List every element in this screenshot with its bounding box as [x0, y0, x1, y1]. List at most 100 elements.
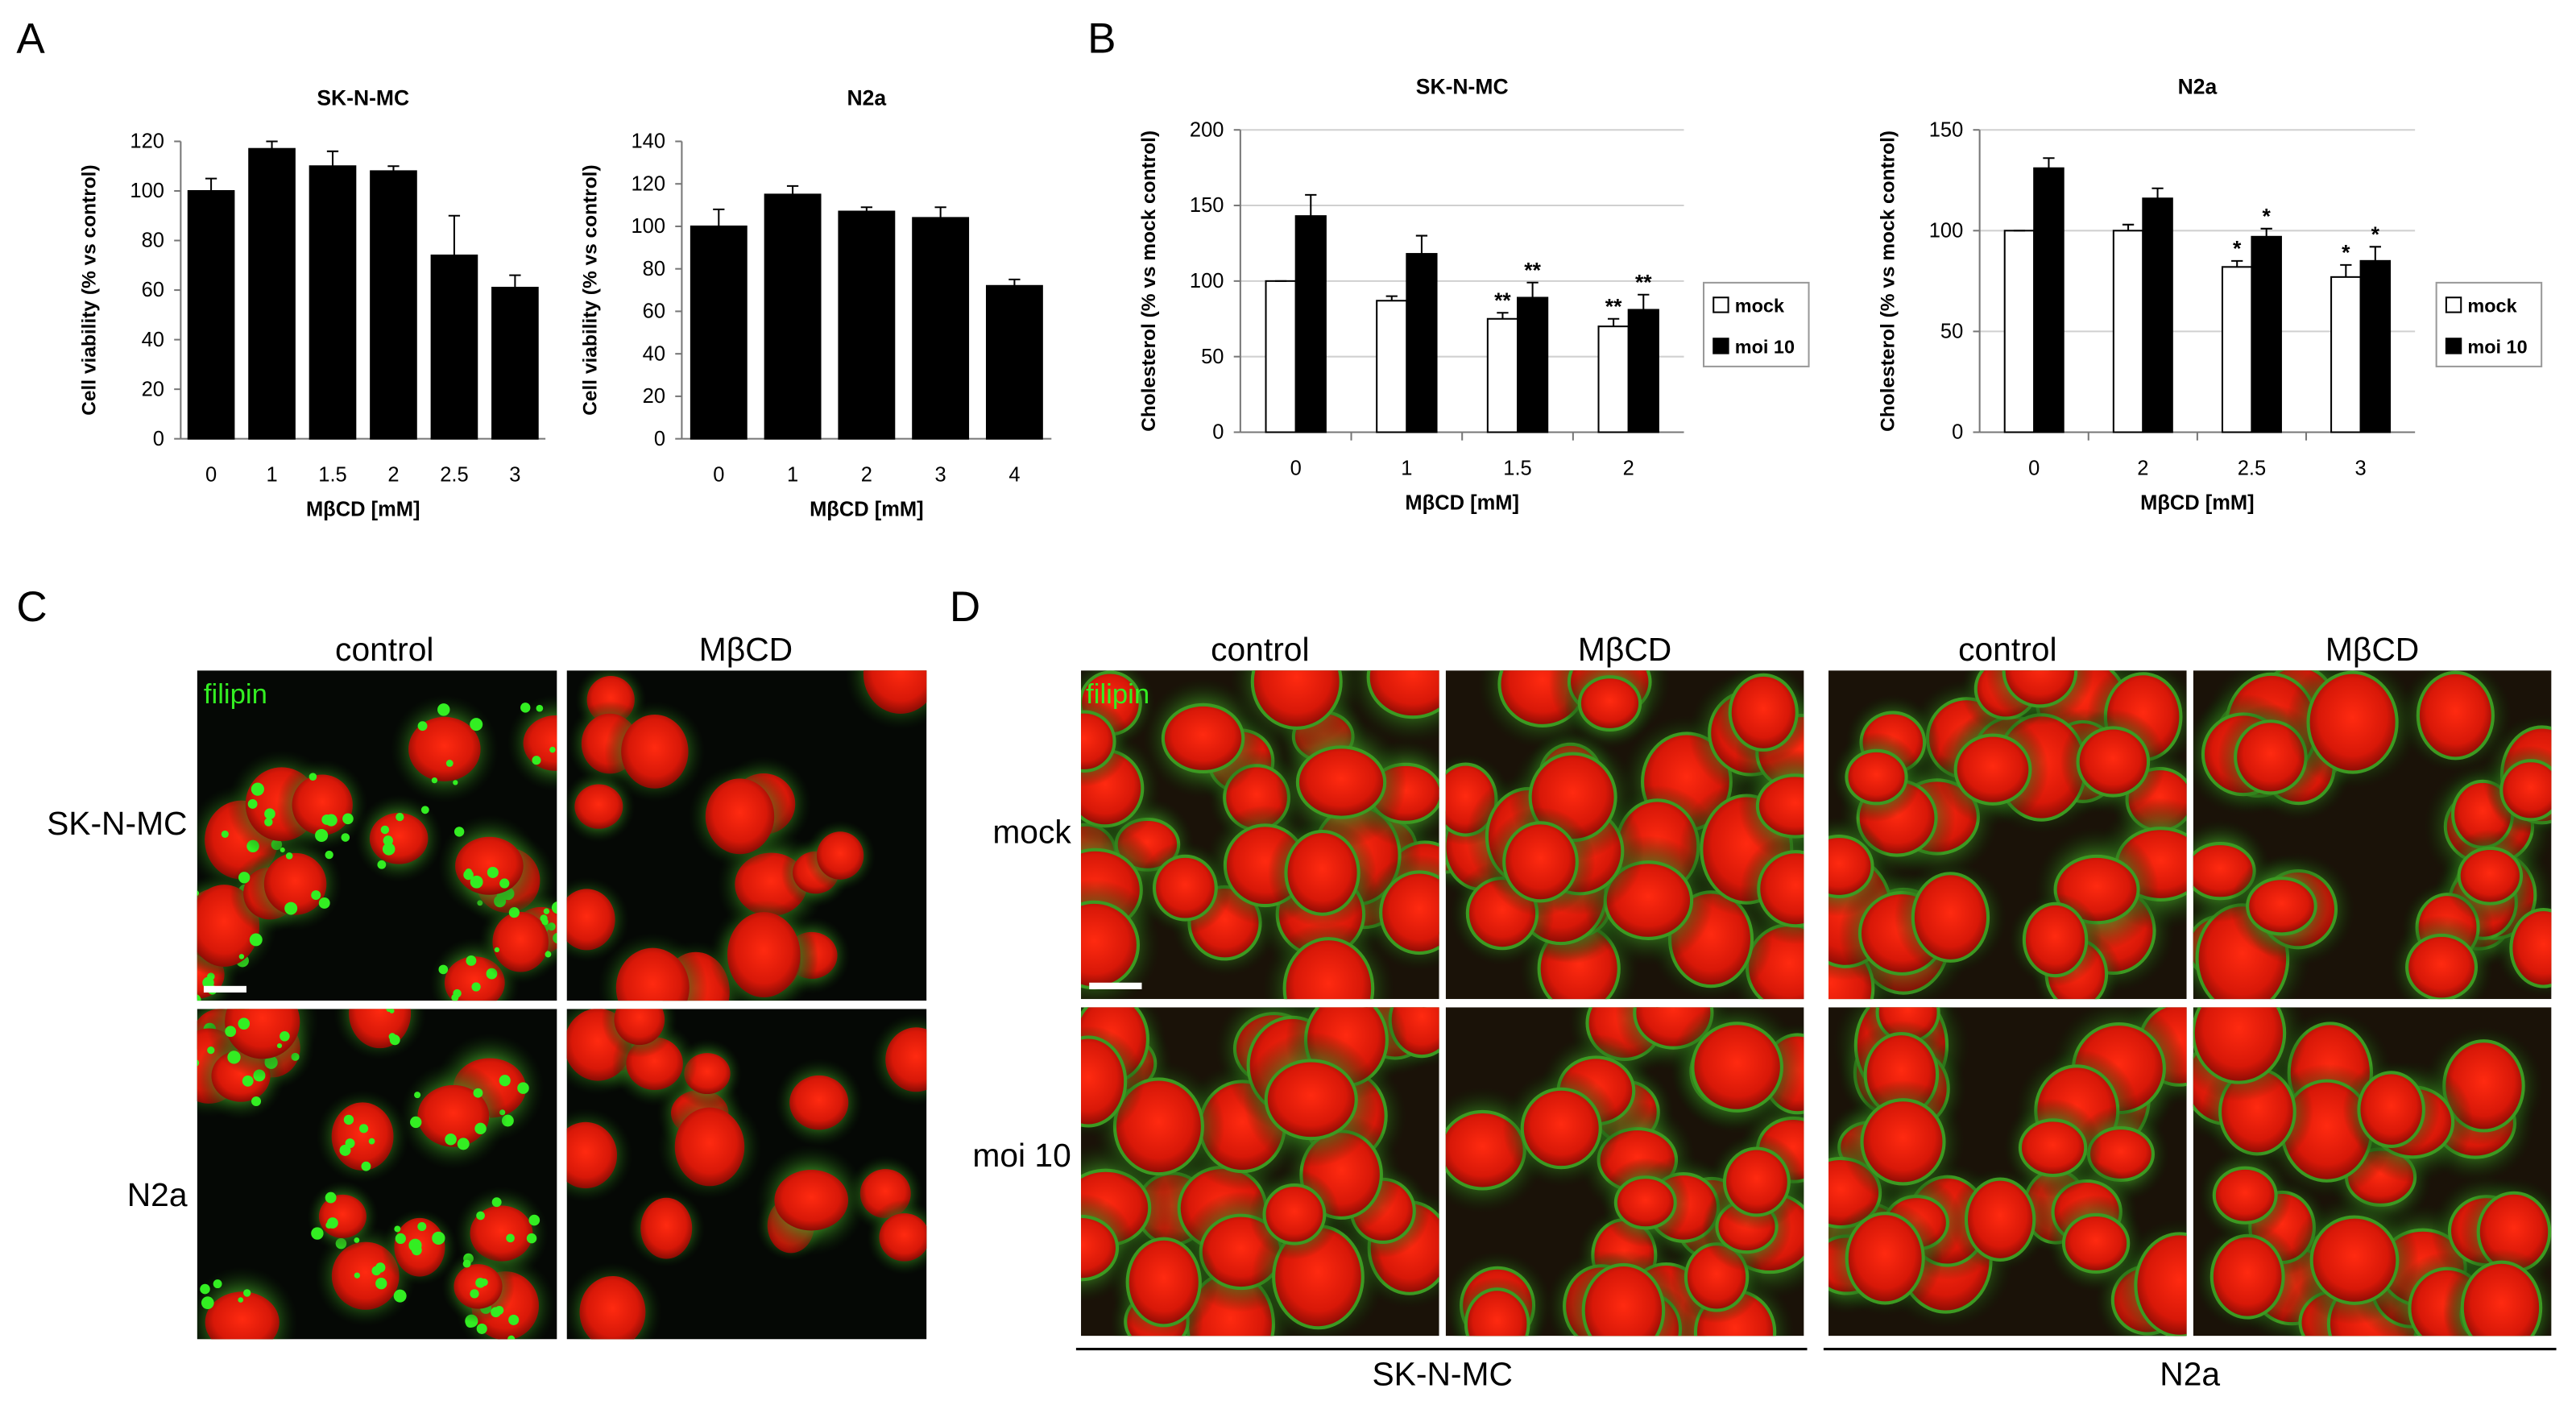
nucleus: [1081, 1035, 1128, 1128]
significance-marker: *: [2263, 205, 2272, 229]
x-tick-label: 3: [2354, 458, 2366, 480]
nucleus: [1081, 710, 1116, 773]
x-tick-label: 2: [2137, 458, 2148, 480]
filipin-spot: [224, 1000, 232, 1008]
filipin-spot: [476, 1211, 485, 1221]
filipin-spot: [354, 1272, 361, 1279]
legend-label: moi 10: [2467, 337, 2527, 358]
bar: [1486, 317, 1519, 433]
micrograph: [2193, 1007, 2552, 1337]
nucleus: [1581, 1262, 1666, 1337]
filipin-spot: [221, 830, 229, 838]
y-tick-label: 200: [1190, 118, 1224, 141]
micrograph-content: [1081, 1007, 1439, 1337]
filipin-spot: [453, 988, 462, 998]
y-tick-label: 0: [1952, 421, 1963, 444]
micrograph-content: [2193, 1007, 2552, 1337]
filipin-spot: [197, 994, 201, 1001]
scale-bar: [1089, 982, 1142, 989]
filipin-spot: [471, 982, 481, 992]
nucleus: [331, 1102, 394, 1171]
filipin-spot: [251, 1096, 262, 1107]
filipin-spot: [417, 1221, 427, 1231]
chart-title: SK-N-MC: [317, 86, 409, 110]
filipin-spot: [276, 1042, 283, 1049]
x-tick-label: 0: [1290, 458, 1302, 480]
bar: [1265, 280, 1297, 433]
filipin-spot: [491, 1197, 502, 1208]
micrograph-content: [1445, 670, 1804, 1000]
error-bar: [1526, 281, 1539, 298]
micrograph-content: [1081, 670, 1439, 1000]
significance-marker: **: [1635, 271, 1652, 295]
legend-label: mock: [1735, 296, 1785, 317]
y-axis-label: Cell viability (% vs control): [78, 164, 100, 415]
error-bar: [1638, 293, 1650, 310]
filipin-spot: [280, 1030, 290, 1042]
error-bar: [1385, 295, 1398, 301]
error-bar: [786, 184, 799, 195]
significance-marker: **: [1524, 259, 1541, 283]
filipin-spot: [499, 878, 510, 889]
y-tick-label: 100: [631, 215, 665, 238]
filipin-spot: [445, 760, 453, 767]
nucleus: [566, 1121, 618, 1189]
nucleus: [331, 1241, 400, 1310]
panel-label: A: [16, 15, 45, 62]
filipin-spot: [438, 964, 449, 975]
panel-label: C: [16, 583, 47, 631]
nucleus: [579, 1275, 646, 1340]
nucleus: [816, 831, 864, 880]
error-bar: [1415, 234, 1428, 255]
filipin-spot: [325, 850, 333, 860]
nucleus: [1250, 670, 1343, 730]
column-label: control: [1958, 631, 2056, 668]
bar: [2033, 167, 2065, 433]
x-axis-label: MβCD [mM]: [306, 499, 420, 521]
nucleus: [566, 889, 615, 951]
x-tick-label: 0: [205, 464, 217, 487]
filipin-spot: [520, 702, 531, 713]
filipin-spot: [187, 883, 197, 893]
bar: [491, 286, 539, 440]
nucleus: [2022, 901, 2089, 978]
column-label: control: [1211, 631, 1309, 668]
nucleus: [492, 911, 549, 972]
filipin-spot: [284, 901, 298, 915]
x-axis-label: MβCD [mM]: [1405, 491, 1519, 514]
y-tick-label: 20: [643, 385, 665, 408]
filipin-spot: [474, 1122, 487, 1135]
row-label: N2a: [127, 1176, 188, 1213]
error-bar: [266, 140, 278, 149]
x-tick-label: 2: [861, 464, 872, 487]
significance-marker: **: [1494, 288, 1511, 313]
filipin-spot: [420, 806, 429, 814]
nucleus: [2002, 670, 2078, 708]
nucleus: [2306, 670, 2399, 774]
nucleus: [574, 784, 623, 829]
nucleus: [205, 1291, 280, 1340]
filipin-spot: [361, 1161, 371, 1171]
filipin-spot: [431, 777, 438, 784]
x-tick-label: 2.5: [2238, 458, 2266, 480]
nucleus: [2076, 726, 2151, 798]
bar: [690, 225, 748, 440]
error-bar: [2043, 157, 2055, 168]
bar: [2330, 276, 2362, 433]
nucleus: [879, 1212, 927, 1262]
micrograph-content: [197, 1000, 557, 1340]
y-tick-label: 60: [142, 279, 164, 301]
filipin-spot: [437, 703, 450, 716]
filipin-spot: [368, 1138, 375, 1145]
y-tick-label: 40: [142, 329, 164, 351]
nucleus: [318, 1194, 367, 1238]
filipin-spot: [536, 704, 544, 712]
nucleus: [1262, 1183, 1327, 1245]
filipin-spot: [388, 1033, 396, 1041]
panel-label: B: [1087, 15, 1116, 62]
filipin-spot: [411, 1245, 422, 1256]
stain-label: filipin: [1086, 679, 1149, 710]
filipin-spot: [243, 1289, 251, 1297]
bar: [764, 193, 822, 440]
